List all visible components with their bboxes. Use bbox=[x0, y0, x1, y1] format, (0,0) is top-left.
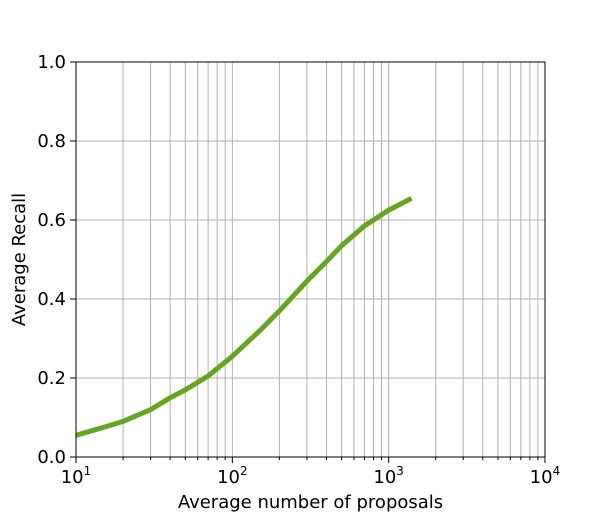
plot-frame bbox=[75, 61, 546, 458]
tick-marks bbox=[70, 61, 546, 463]
y-tick-label: 0.0 bbox=[37, 447, 66, 468]
series-line-1 bbox=[75, 196, 413, 438]
x-tick-label: 103 bbox=[373, 464, 404, 488]
y-axis-label: Average Recall bbox=[9, 193, 30, 326]
series-layer bbox=[75, 196, 413, 438]
x-axis-label: Average number of proposals bbox=[178, 492, 443, 513]
x-tick-label: 104 bbox=[530, 464, 561, 488]
x-tick-labels: 101 102 103 104 bbox=[61, 464, 561, 488]
y-tick-label: 0.8 bbox=[37, 131, 66, 152]
grid bbox=[75, 61, 546, 458]
y-tick-label: 0.6 bbox=[37, 210, 66, 231]
y-tick-labels: 0.0 0.2 0.4 0.6 0.8 1.0 bbox=[37, 52, 66, 468]
y-tick-label: 0.4 bbox=[37, 289, 66, 310]
x-tick-label: 101 bbox=[61, 464, 92, 488]
y-tick-label: 0.2 bbox=[37, 368, 66, 389]
x-tick-label: 102 bbox=[217, 464, 248, 488]
y-tick-label: 1.0 bbox=[37, 52, 66, 73]
